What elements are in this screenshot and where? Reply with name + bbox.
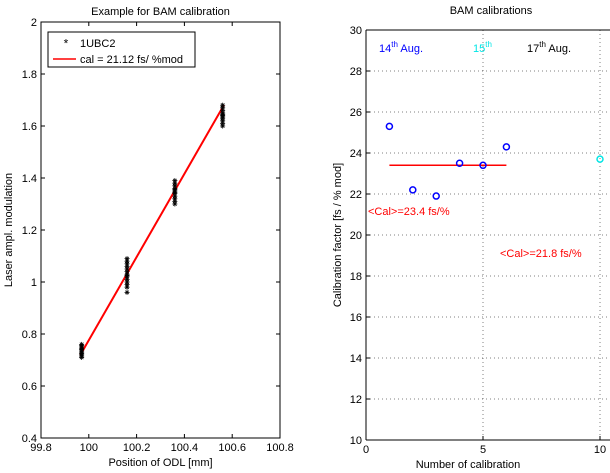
- aug15-sup: th: [485, 40, 492, 49]
- right-y-tick-label: 22: [350, 189, 362, 201]
- aug14-sup: th: [391, 40, 398, 49]
- left-chart: 99.8 100 100.2 100.4 100.6 100.8 0.4 0.6 0.8 1 1.2…: [3, 6, 294, 469]
- left-x-axis-label: Position of ODL [mm]: [108, 457, 212, 469]
- right-y-tick-label: 26: [350, 107, 362, 119]
- right-mean-lines: [389, 164, 507, 167]
- legend-marker-asterisk: *: [64, 37, 69, 51]
- left-legend: * 1UBC2 cal = 21.12 fs/ %mod: [47, 31, 196, 68]
- aug17-day: 17: [527, 43, 539, 55]
- data-point: [220, 114, 226, 120]
- data-point: [79, 341, 85, 347]
- right-y-tick-label: 14: [350, 353, 362, 365]
- aug14-day: 14: [379, 43, 391, 55]
- right-chart-title: BAM calibrations: [450, 5, 533, 17]
- left-x-tick-label: 100: [80, 442, 98, 454]
- right-y-axis-label: Calibration factor [fs / % mod]: [332, 163, 344, 307]
- right-y-tick-label: 16: [350, 312, 362, 324]
- right-x-axis-label: Number of calibration: [416, 459, 521, 471]
- data-point: [79, 353, 85, 359]
- right-grid: [366, 30, 610, 440]
- point-stroke: [125, 290, 130, 295]
- legend-entry-points: 1UBC2: [80, 38, 115, 50]
- left-y-tick-label: 1.4: [22, 173, 37, 185]
- fit-line: [79, 104, 225, 356]
- aug17-sup: th: [539, 40, 546, 49]
- data-point: [124, 273, 130, 278]
- right-y-tick-label: 18: [350, 271, 362, 283]
- legend-entry-fit: cal = 21.12 fs/ %mod: [80, 54, 183, 66]
- calibration-point-aug15: [596, 155, 604, 163]
- calibration-point-aug14: [432, 192, 440, 200]
- left-plot-frame: [40, 21, 281, 439]
- calibration-point-aug14: [479, 161, 487, 170]
- left-x-tick-label: 100.2: [123, 442, 151, 454]
- left-y-tick-label: 1.8: [22, 69, 37, 81]
- left-y-tick-label: 1.6: [22, 121, 37, 133]
- left-y-tick-label: 0.8: [22, 329, 37, 341]
- left-chart-title: Example for BAM calibration: [91, 6, 230, 18]
- right-x-tick-label: 5: [480, 444, 486, 456]
- mean-label-aug17: <Cal>=21.8 fs/%: [500, 248, 582, 260]
- right-y-tick-label: 30: [350, 25, 362, 37]
- data-point: [220, 102, 226, 108]
- point-stroke: [79, 342, 84, 347]
- right-y-tick-label: 28: [350, 66, 362, 78]
- right-y-tick-label: 12: [350, 394, 362, 406]
- point-stroke: [220, 103, 225, 108]
- left-x-tick-label: 100.8: [266, 442, 294, 454]
- left-x-tick-label: 99.8: [30, 442, 51, 454]
- left-data-points: [79, 102, 226, 360]
- left-y-tick-label: 1: [31, 277, 37, 289]
- calibration-point-aug14: [409, 186, 417, 194]
- aug15-day: 15: [473, 43, 485, 55]
- right-y-tick-label: 10: [350, 435, 362, 447]
- left-y-tick-label: 0.6: [22, 381, 37, 393]
- label-aug15: 15th: [473, 40, 492, 55]
- aug14-rest: Aug.: [398, 43, 423, 55]
- right-x-tick-label: 10: [594, 444, 606, 456]
- aug17-rest: Aug.: [546, 43, 571, 55]
- point-stroke: [172, 178, 177, 183]
- right-chart: 051015201012141618202224262830 BAM calib…: [332, 5, 610, 471]
- left-y-tick-label: 2: [31, 17, 37, 29]
- mean-label-aug14: <Cal>=23.4 fs/%: [368, 206, 450, 218]
- point-stroke: [172, 190, 177, 195]
- data-point: [172, 189, 178, 195]
- left-x-tick-label: 100.4: [171, 442, 199, 454]
- point-stroke: [79, 354, 84, 359]
- legend-box: [47, 31, 196, 68]
- left-y-tick-label: 0.4: [22, 433, 37, 445]
- left-x-tick-label: 100.6: [218, 442, 246, 454]
- right-x-tick-label: 0: [363, 444, 369, 456]
- data-point: [124, 289, 130, 295]
- left-axis-ticks: 99.8 100 100.2 100.4 100.6 100.8 0.4 0.6 0.8 1 1.2…: [22, 17, 294, 454]
- calibration-point-aug14: [455, 159, 464, 167]
- label-aug14: 14th Aug.: [379, 40, 423, 55]
- data-point: [172, 178, 178, 184]
- left-y-tick-label: 1.2: [22, 225, 37, 237]
- calibration-point-aug14: [385, 122, 394, 131]
- data-point: [124, 256, 130, 262]
- right-data-points: [385, 122, 604, 200]
- right-axis-ticks: 051015201012141618202224262830: [350, 25, 606, 456]
- point-stroke: [220, 114, 225, 119]
- point-stroke: [125, 273, 130, 278]
- right-y-tick-label: 24: [350, 148, 362, 160]
- label-aug17: 17th Aug.: [527, 40, 571, 55]
- left-fit-line-group: [79, 104, 225, 356]
- point-stroke: [125, 256, 130, 261]
- left-y-axis-label: Laser ampl. modulation: [3, 173, 15, 287]
- calibration-point-aug14: [502, 143, 511, 151]
- right-y-tick-label: 20: [350, 230, 362, 242]
